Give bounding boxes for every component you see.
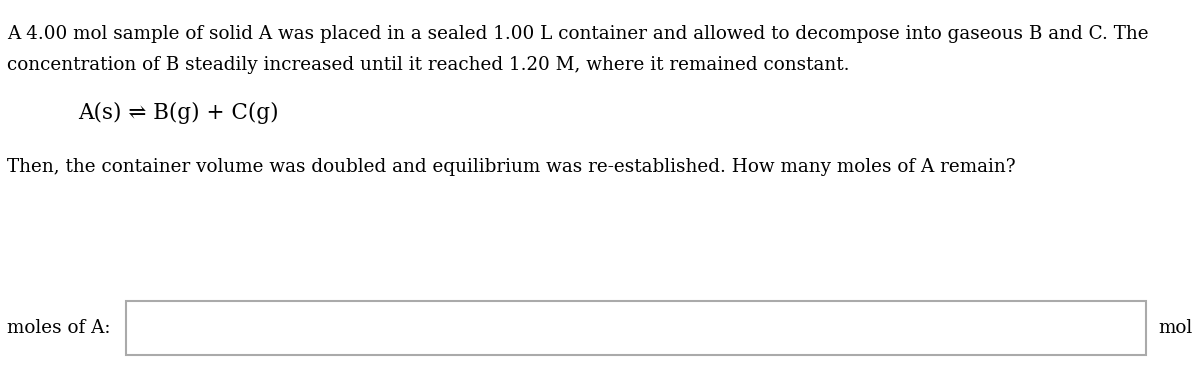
Text: mol: mol <box>1158 319 1193 337</box>
Text: Then, the container volume was doubled and equilibrium was re-established. How m: Then, the container volume was doubled a… <box>7 158 1016 176</box>
Text: concentration of B steadily increased until it reached 1.20 M, where it remained: concentration of B steadily increased un… <box>7 56 850 74</box>
Text: A 4.00 mol sample of solid A was placed in a sealed 1.00 L container and allowed: A 4.00 mol sample of solid A was placed … <box>7 25 1148 43</box>
Text: moles of A:: moles of A: <box>7 319 110 337</box>
FancyBboxPatch shape <box>126 301 1146 355</box>
Text: A(s) ⇌ B(g) + C(g): A(s) ⇌ B(g) + C(g) <box>78 102 278 124</box>
